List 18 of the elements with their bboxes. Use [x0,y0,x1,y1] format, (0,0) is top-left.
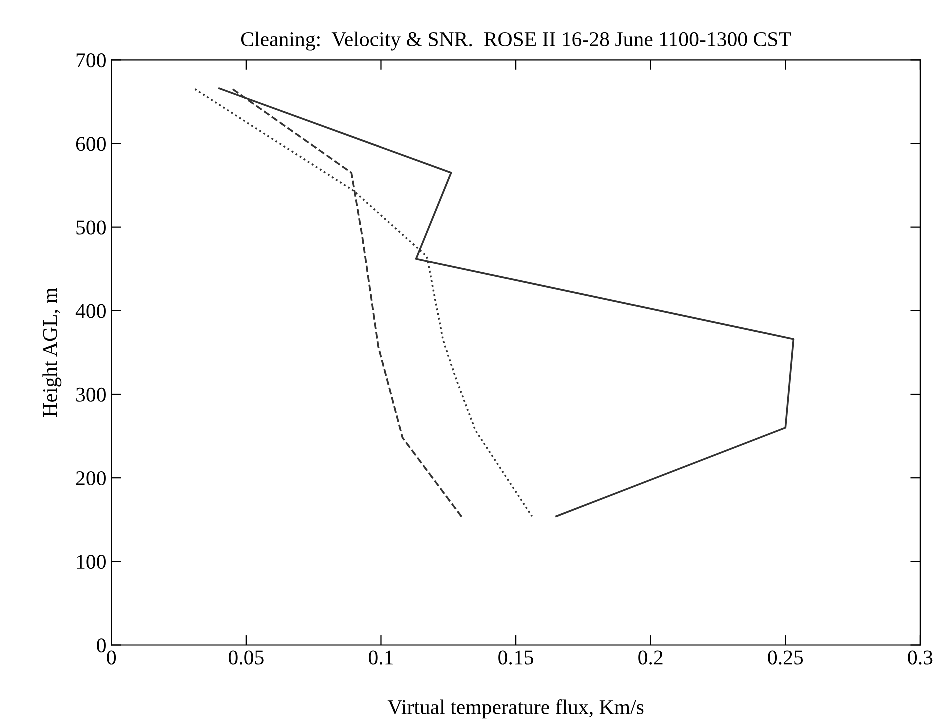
x-tick-label: 0.3 [908,650,933,665]
y-tick-label: 200 [76,471,106,486]
x-tick-label: 0.1 [369,650,394,665]
x-tick-label: 0.2 [638,650,663,665]
y-tick-label: 0 [97,638,106,653]
chart-title: Cleaning: Velocity & SNR. ROSE II 16-28 June 1100-1300 CST [241,32,792,51]
x-tick-label: 0 [107,650,116,665]
x-tick-label: 0.25 [768,650,804,665]
x-tick-label: 0.05 [229,650,264,665]
x-tick-label: 0.15 [498,650,534,665]
y-tick-label: 700 [76,54,106,68]
y-tick-label: 100 [77,555,106,570]
y-tick-label: 600 [76,137,106,152]
y-tick-label: 500 [76,220,106,235]
y-tick-label: 300 [76,388,106,402]
y-axis-title: Height AGL, m [42,288,62,418]
x-axis-title: Virtual temperature flux, Km/s [388,700,644,719]
y-tick-label: 400 [76,304,106,318]
